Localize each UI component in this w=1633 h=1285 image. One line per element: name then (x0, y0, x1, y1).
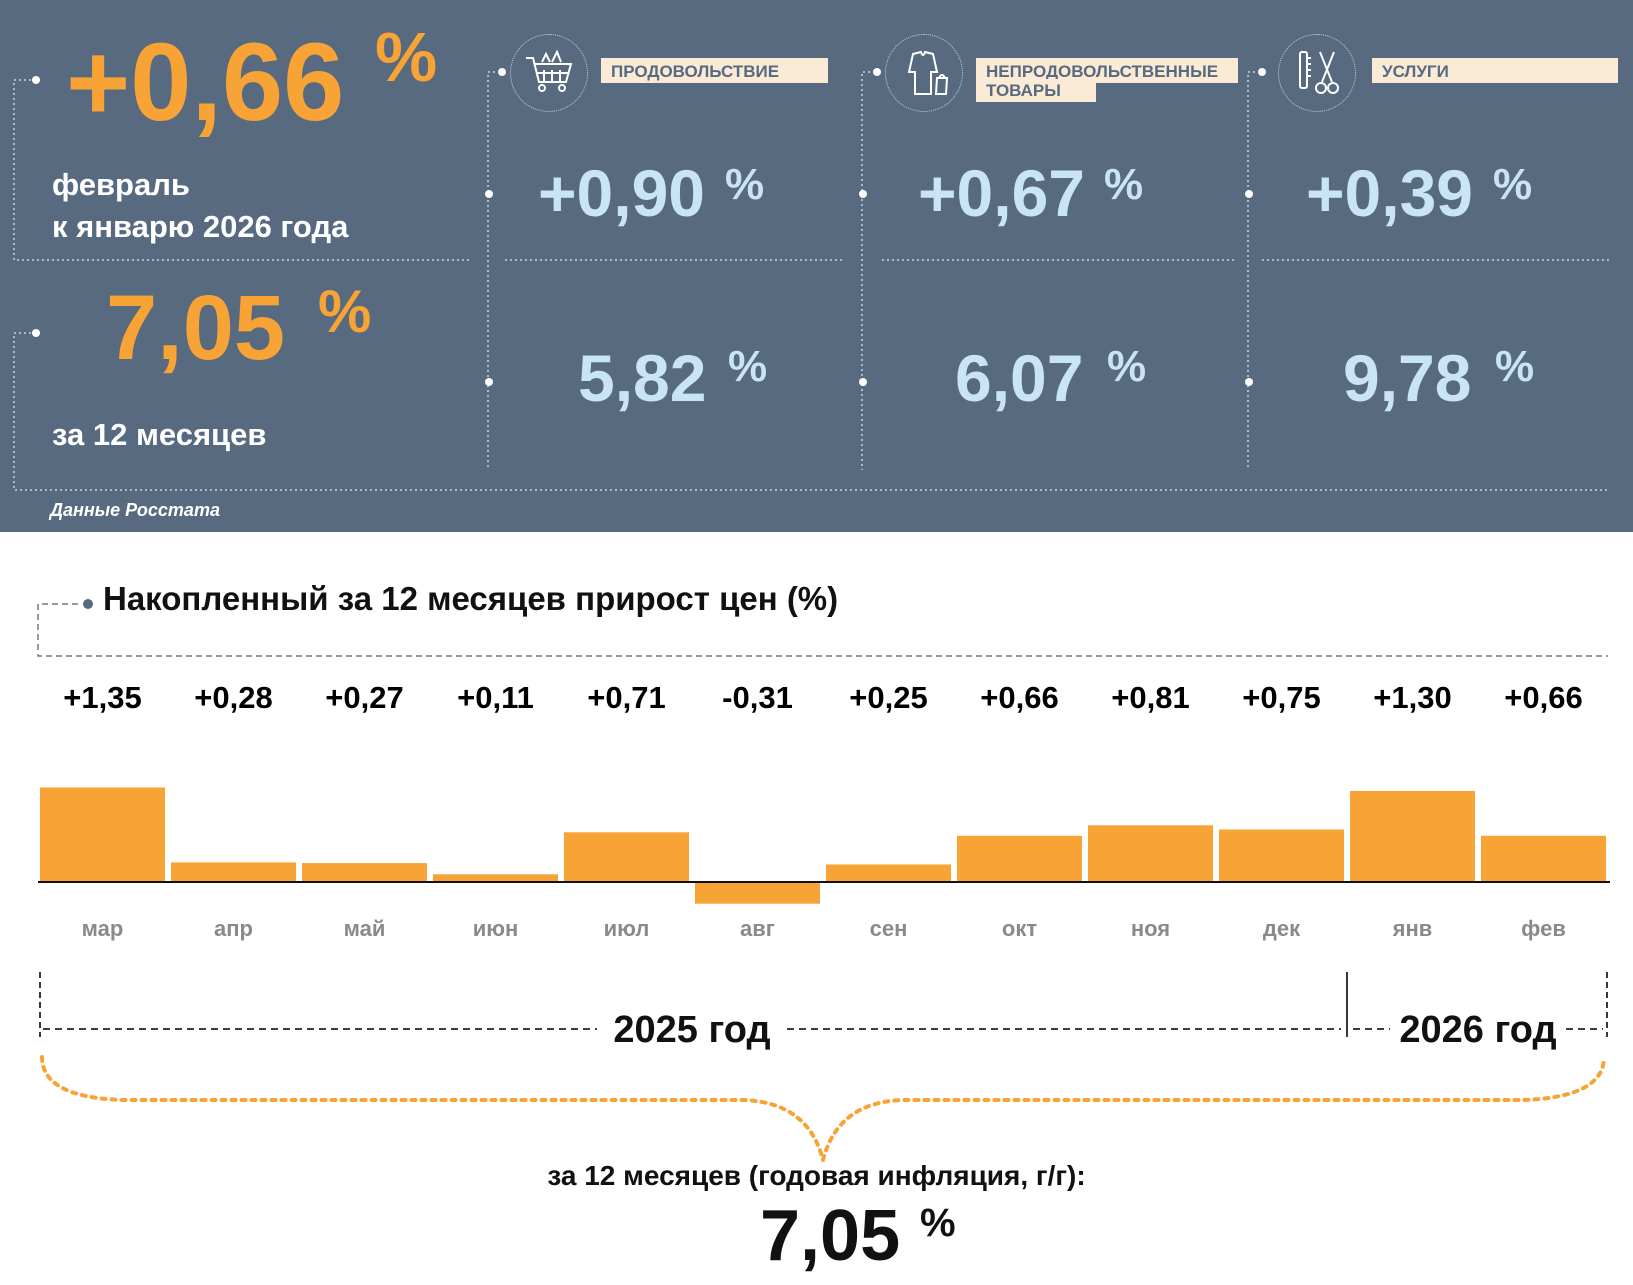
bar-дек (1219, 829, 1344, 882)
bar-сен (826, 864, 951, 882)
nonfood-monthly-value: +0,67 (918, 156, 1085, 230)
category-name-nonfood-1: НЕПРОДОВОЛЬСТВЕННЫЕ (976, 58, 1238, 83)
bullet-dot (32, 329, 40, 337)
category-icon-food (510, 34, 588, 112)
bar-июл (564, 832, 689, 882)
bullet-dot (485, 190, 493, 198)
month-label-фев: фев (1521, 916, 1566, 941)
month-label-июл: июл (604, 916, 650, 941)
bar-мар (40, 787, 165, 882)
bullet-dot (498, 68, 506, 76)
services-annual-unit: % (1495, 342, 1535, 391)
month-label-сен: сен (870, 916, 908, 941)
category-name-food: ПРОДОВОЛЬСТВИЕ (601, 58, 828, 83)
annual-caption: за 12 месяцев (годовая инфляция, г/г): (547, 1160, 1086, 1191)
annual-brace (40, 1055, 1606, 1168)
bullet-dot (1245, 190, 1253, 198)
category-name-services: УСЛУГИ (1372, 58, 1618, 83)
year-label-0: 2025 год (613, 1009, 770, 1051)
scissors-comb-icon (1299, 51, 1339, 94)
monthly-inflation-chart: +1,35 +0,28 +0,27 +0,11 +0,71 -0,31 +0,25 +0,66… (37, 599, 1610, 1168)
nonfood-annual-value: 6,07 (955, 341, 1084, 415)
monthly-value: +0,66 (66, 21, 345, 144)
category-icon-services (1278, 34, 1356, 112)
month-label-мар: мар (82, 916, 124, 941)
monthly-unit: % (375, 18, 438, 96)
clothes-icon (907, 50, 949, 95)
bar-авг (695, 882, 820, 904)
value-label-июн: +0,11 (457, 680, 534, 715)
month-label-апр: апр (214, 916, 253, 941)
bullet-dot (859, 378, 867, 386)
value-label-янв: +1,30 (1373, 680, 1451, 715)
value-label-фев: +0,66 (1504, 680, 1582, 715)
annual-value: 7,05 (106, 277, 286, 379)
panel-grid-lines (13, 71, 1612, 491)
value-label-авг: -0,31 (722, 680, 793, 715)
bar-окт (957, 835, 1082, 882)
bullet-dot (859, 190, 867, 198)
annual-total-unit: % (920, 1201, 956, 1245)
year-group-0: 2025 год (43, 1009, 1341, 1051)
bar-апр (171, 862, 296, 882)
value-label-дек: +0,75 (1242, 680, 1320, 715)
services-annual-value: 9,78 (1343, 341, 1472, 415)
bullet-dot (485, 378, 493, 386)
value-label-апр: +0,28 (194, 680, 272, 715)
month-label-авг: авг (740, 916, 775, 941)
value-label-ноя: +0,81 (1111, 680, 1189, 715)
value-label-мар: +1,35 (63, 680, 141, 715)
source-note: Данные Росстата (50, 500, 220, 520)
month-label-июн: июн (473, 916, 519, 941)
value-label-май: +0,27 (325, 680, 403, 715)
month-label-дек: дек (1263, 916, 1301, 941)
title-connector (37, 603, 1608, 657)
year-label-1: 2026 год (1399, 1009, 1556, 1051)
annual-total-value: 7,05 (760, 1196, 901, 1276)
year-group-1: 2026 год (1353, 1009, 1603, 1051)
annual-unit: % (318, 278, 372, 345)
month-label-окт: окт (1002, 916, 1037, 941)
bar-ноя (1088, 825, 1213, 882)
food-monthly-unit: % (725, 160, 765, 209)
nonfood-monthly-unit: % (1104, 160, 1144, 209)
services-monthly-value: +0,39 (1306, 156, 1473, 230)
services-monthly-unit: % (1493, 160, 1533, 209)
month-label-май: май (344, 916, 386, 941)
bullet-dot (1258, 68, 1266, 76)
bullet-dot (32, 76, 40, 84)
month-label-янв: янв (1392, 916, 1433, 941)
category-icon-nonfood (885, 34, 963, 112)
bullet-dot (1245, 378, 1253, 386)
bar-фев (1481, 835, 1606, 882)
bar-янв (1350, 791, 1475, 882)
shopping-cart-icon (526, 49, 573, 92)
value-label-июл: +0,71 (587, 680, 665, 715)
monthly-label-1: февраль (52, 167, 190, 202)
annual-label: за 12 месяцев (52, 417, 267, 452)
chart-title: Накопленный за 12 месяцев прирост цен (%… (103, 580, 839, 617)
food-monthly-value: +0,90 (538, 156, 705, 230)
category-name-nonfood-2: ТОВАРЫ (976, 79, 1096, 102)
food-annual-unit: % (728, 342, 768, 391)
bar-май (302, 863, 427, 882)
nonfood-annual-unit: % (1107, 342, 1147, 391)
value-label-окт: +0,66 (980, 680, 1058, 715)
title-bullet-dot (83, 599, 93, 609)
bullet-dot (873, 68, 881, 76)
month-label-ноя: ноя (1131, 916, 1170, 941)
summary-panel: +0,66 % февраль к январю 2026 года 7,05 … (0, 0, 1633, 532)
food-annual-value: 5,82 (578, 341, 707, 415)
bar-июн (433, 874, 558, 882)
value-label-сен: +0,25 (849, 680, 927, 715)
monthly-label-2: к январю 2026 года (52, 209, 349, 244)
